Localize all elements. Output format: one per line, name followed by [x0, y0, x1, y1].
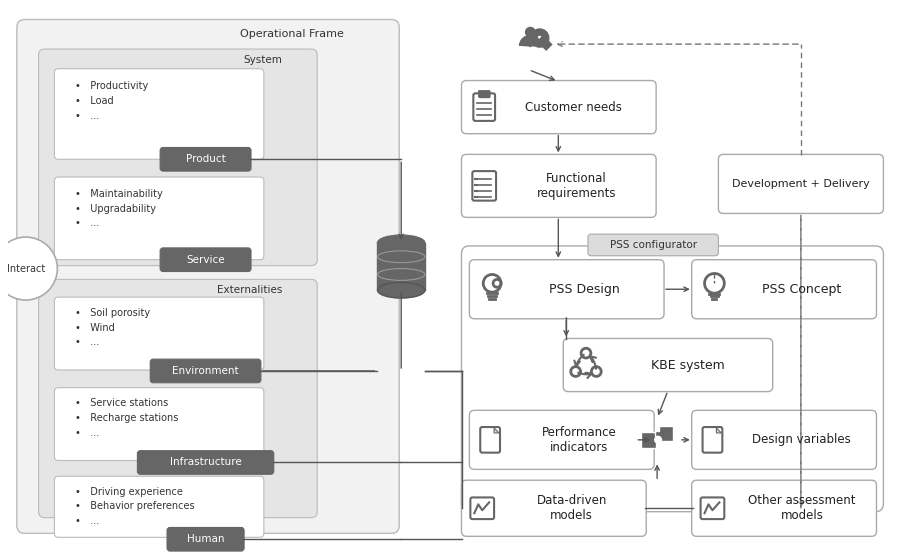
Polygon shape: [494, 428, 499, 433]
FancyBboxPatch shape: [167, 528, 244, 551]
FancyBboxPatch shape: [462, 81, 656, 134]
FancyBboxPatch shape: [54, 297, 264, 370]
FancyBboxPatch shape: [54, 476, 264, 538]
Text: •   Wind: • Wind: [75, 322, 115, 332]
FancyBboxPatch shape: [692, 260, 877, 319]
Text: Other assessment
models: Other assessment models: [748, 494, 856, 522]
FancyBboxPatch shape: [54, 69, 264, 159]
Text: •   Recharge stations: • Recharge stations: [75, 413, 178, 423]
Text: Service: Service: [186, 255, 225, 265]
Text: •   ...: • ...: [75, 515, 99, 525]
Bar: [480, 91, 489, 97]
Text: KBE system: KBE system: [651, 358, 724, 372]
Text: PSS configurator: PSS configurator: [609, 240, 697, 250]
Polygon shape: [642, 432, 660, 448]
FancyBboxPatch shape: [54, 177, 264, 260]
FancyBboxPatch shape: [160, 148, 251, 171]
Text: •   Behavior preferences: • Behavior preferences: [75, 501, 194, 511]
Text: PSS Design: PSS Design: [549, 283, 620, 296]
Text: •   Upgradability: • Upgradability: [75, 204, 156, 213]
FancyBboxPatch shape: [481, 427, 500, 453]
Ellipse shape: [377, 283, 425, 298]
FancyBboxPatch shape: [470, 260, 664, 319]
FancyBboxPatch shape: [39, 279, 317, 518]
FancyBboxPatch shape: [470, 410, 654, 469]
Text: •   Service stations: • Service stations: [75, 398, 168, 409]
FancyBboxPatch shape: [17, 19, 400, 533]
Text: Product: Product: [185, 154, 225, 164]
FancyBboxPatch shape: [472, 171, 496, 201]
Text: Environment: Environment: [172, 366, 238, 376]
Ellipse shape: [377, 235, 425, 251]
FancyBboxPatch shape: [588, 234, 718, 256]
FancyBboxPatch shape: [700, 498, 725, 519]
FancyBboxPatch shape: [718, 154, 884, 213]
Text: Interact: Interact: [6, 264, 45, 274]
FancyBboxPatch shape: [692, 480, 877, 536]
Text: Human: Human: [187, 534, 224, 544]
Text: •   ...: • ...: [75, 428, 99, 438]
FancyBboxPatch shape: [160, 248, 251, 272]
FancyBboxPatch shape: [462, 154, 656, 217]
FancyBboxPatch shape: [462, 246, 884, 512]
FancyBboxPatch shape: [478, 90, 491, 97]
Circle shape: [526, 28, 536, 37]
Text: •   Driving experience: • Driving experience: [75, 487, 183, 497]
Text: Performance
indicators: Performance indicators: [542, 426, 616, 454]
FancyBboxPatch shape: [471, 498, 494, 519]
Text: Externalities: Externalities: [217, 285, 283, 295]
Text: •   Soil porosity: • Soil porosity: [75, 308, 150, 318]
FancyBboxPatch shape: [150, 359, 261, 383]
Text: •   ...: • ...: [75, 218, 99, 228]
FancyBboxPatch shape: [563, 338, 773, 392]
Text: •   ...: • ...: [75, 337, 99, 347]
FancyBboxPatch shape: [39, 49, 317, 265]
Text: System: System: [244, 55, 283, 65]
Polygon shape: [716, 428, 721, 433]
Text: Infrastructure: Infrastructure: [170, 457, 241, 467]
Text: •   Productivity: • Productivity: [75, 81, 148, 91]
Text: Operational Frame: Operational Frame: [240, 29, 344, 39]
Text: Functional
requirements: Functional requirements: [536, 172, 616, 200]
FancyBboxPatch shape: [138, 451, 274, 474]
FancyBboxPatch shape: [473, 93, 495, 121]
FancyBboxPatch shape: [703, 427, 723, 453]
Bar: [377, 243, 425, 290]
Text: Data-driven
models: Data-driven models: [536, 494, 607, 522]
FancyBboxPatch shape: [54, 388, 264, 461]
FancyBboxPatch shape: [692, 410, 877, 469]
Text: PSS Concept: PSS Concept: [762, 283, 842, 296]
Text: Customer needs: Customer needs: [526, 101, 622, 113]
Text: •   ...: • ...: [75, 111, 99, 121]
Text: •   Load: • Load: [75, 96, 113, 106]
Text: Design variables: Design variables: [752, 434, 851, 446]
FancyBboxPatch shape: [462, 480, 646, 536]
Text: Development + Delivery: Development + Delivery: [732, 179, 869, 189]
Circle shape: [654, 436, 662, 443]
Circle shape: [0, 237, 58, 300]
Polygon shape: [654, 426, 673, 441]
Text: •   Maintainability: • Maintainability: [75, 189, 163, 199]
